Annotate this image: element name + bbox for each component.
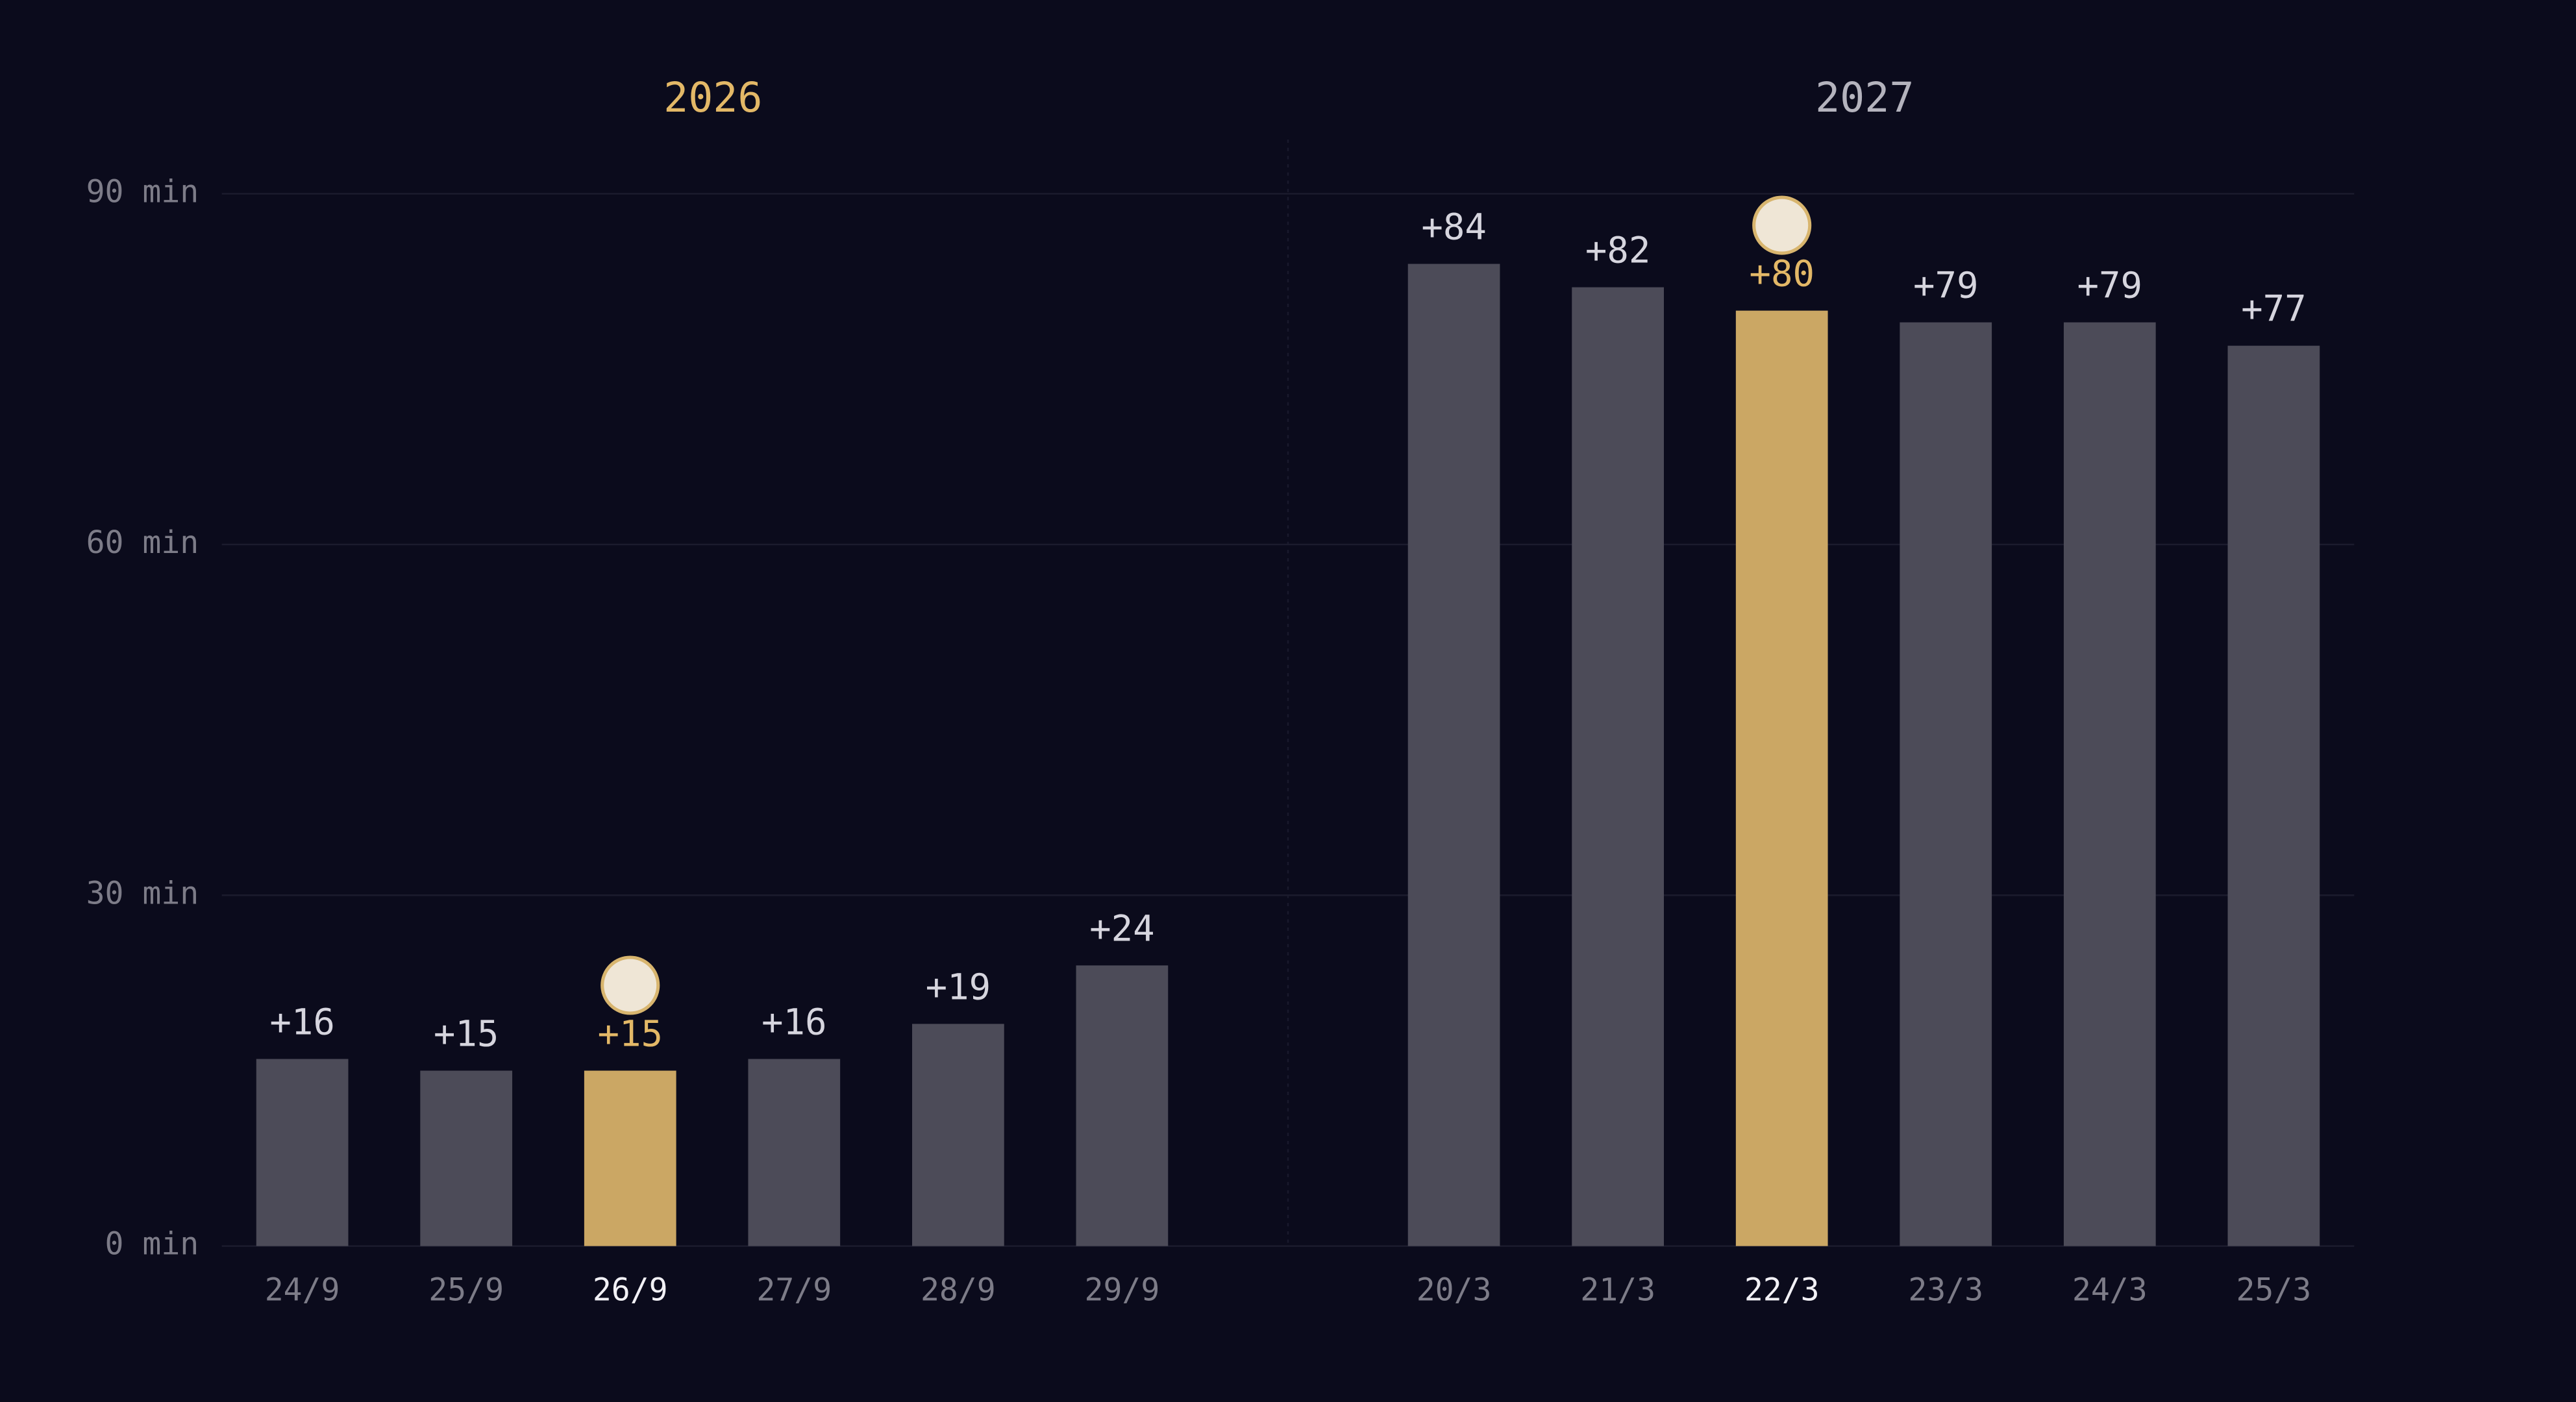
value-label: +19 [926,966,991,1008]
bar [2227,345,2320,1246]
x-tick-label: 26/9 [593,1272,668,1309]
value-label: +15 [434,1013,499,1055]
value-label: +16 [269,1002,335,1044]
value-label: +79 [1913,265,1979,307]
bar [420,1070,513,1246]
group-title: 2026 [663,73,762,121]
y-tick-label: 90 min [86,173,199,210]
x-tick-label: 24/3 [2072,1272,2148,1309]
x-tick-label: 28/9 [921,1272,996,1309]
bar [748,1059,841,1246]
x-tick-label: 29/9 [1085,1272,1160,1309]
x-tick-label: 24/9 [265,1272,340,1309]
group-title: 2027 [1815,73,1914,121]
highlight-marker [601,955,660,1015]
x-tick-label: 27/9 [756,1272,832,1309]
x-tick-label: 22/3 [1744,1272,1820,1309]
value-label: +82 [1585,230,1651,272]
x-tick-label: 21/3 [1580,1272,1655,1309]
bar [1735,310,1828,1246]
bar [1900,322,1992,1246]
value-label: +80 [1749,253,1814,295]
bar [256,1059,349,1246]
value-label: +24 [1089,907,1155,950]
bar [1407,264,1500,1246]
value-label: +15 [597,1013,663,1055]
x-tick-label: 25/3 [2236,1272,2311,1309]
x-tick-label: 20/3 [1417,1272,1492,1309]
y-tick-label: 30 min [86,875,199,911]
highlight-marker [1752,195,1812,255]
x-tick-label: 23/3 [1908,1272,1983,1309]
value-label: +77 [2241,288,2307,330]
x-tick-label: 25/9 [428,1272,504,1309]
bar [911,1024,1004,1246]
bar [2063,322,2156,1246]
bar [1076,965,1169,1246]
value-label: +79 [2077,265,2143,307]
value-label: +16 [762,1002,827,1044]
bar [1572,287,1665,1246]
y-tick-label: 0 min [105,1226,199,1262]
y-tick-label: 60 min [86,524,199,561]
value-label: +84 [1421,206,1487,249]
bar [584,1070,676,1246]
